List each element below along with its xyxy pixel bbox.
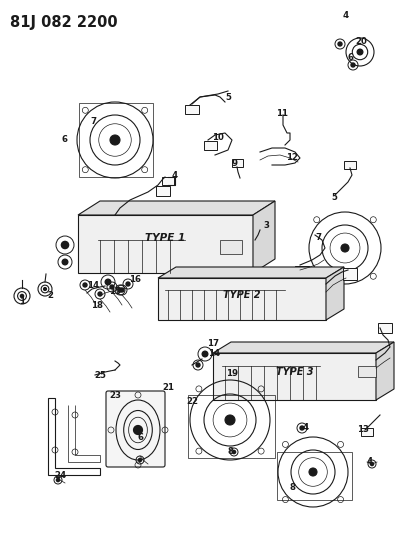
Text: 4: 4 — [367, 456, 373, 465]
Polygon shape — [213, 342, 394, 353]
Text: 20: 20 — [355, 37, 367, 46]
Text: 10: 10 — [212, 133, 224, 142]
Text: 4: 4 — [343, 11, 349, 20]
Text: 21: 21 — [162, 384, 174, 392]
FancyBboxPatch shape — [252, 220, 268, 230]
Circle shape — [56, 479, 60, 482]
Text: TYPE 1: TYPE 1 — [145, 233, 186, 243]
Text: 5: 5 — [331, 192, 337, 201]
Polygon shape — [158, 278, 326, 320]
FancyBboxPatch shape — [343, 268, 357, 280]
Text: 81J 082 2200: 81J 082 2200 — [10, 15, 118, 30]
Circle shape — [370, 463, 373, 466]
Text: 4: 4 — [172, 171, 178, 180]
Text: 5: 5 — [225, 93, 231, 101]
Polygon shape — [213, 353, 376, 400]
FancyBboxPatch shape — [185, 104, 199, 114]
Text: 11: 11 — [276, 109, 288, 118]
Text: 8: 8 — [289, 483, 295, 492]
Text: 2: 2 — [47, 292, 53, 301]
FancyBboxPatch shape — [295, 265, 309, 274]
Circle shape — [357, 49, 363, 55]
Polygon shape — [78, 215, 253, 273]
Polygon shape — [78, 201, 275, 215]
Circle shape — [110, 135, 120, 145]
Text: 9: 9 — [232, 158, 238, 167]
Text: 14: 14 — [208, 349, 220, 358]
Text: 12: 12 — [286, 152, 298, 161]
Text: 19: 19 — [226, 369, 238, 378]
Circle shape — [118, 288, 122, 292]
Circle shape — [202, 351, 208, 357]
Text: 23: 23 — [109, 392, 121, 400]
Text: 15: 15 — [109, 287, 121, 295]
Text: 6: 6 — [348, 53, 354, 62]
Circle shape — [138, 458, 142, 462]
Text: 13: 13 — [357, 425, 369, 434]
FancyBboxPatch shape — [220, 240, 242, 254]
Text: 22: 22 — [186, 397, 198, 406]
FancyBboxPatch shape — [344, 161, 356, 169]
Text: 3: 3 — [263, 221, 269, 230]
Text: 7: 7 — [90, 117, 96, 126]
Circle shape — [351, 63, 355, 67]
Text: 1: 1 — [19, 297, 25, 306]
Circle shape — [120, 288, 124, 292]
Text: 8: 8 — [227, 447, 233, 456]
Polygon shape — [158, 267, 344, 278]
Polygon shape — [326, 267, 344, 320]
Polygon shape — [253, 201, 275, 273]
Text: 4: 4 — [303, 423, 309, 432]
FancyBboxPatch shape — [358, 366, 376, 377]
Circle shape — [110, 285, 114, 289]
Circle shape — [338, 42, 342, 46]
FancyBboxPatch shape — [204, 141, 217, 149]
Circle shape — [21, 294, 24, 297]
Circle shape — [232, 450, 236, 454]
FancyBboxPatch shape — [232, 159, 242, 167]
FancyBboxPatch shape — [361, 428, 373, 436]
Circle shape — [309, 468, 317, 476]
Circle shape — [62, 259, 68, 265]
Circle shape — [133, 425, 143, 434]
Circle shape — [341, 244, 349, 252]
Text: 6: 6 — [137, 433, 143, 442]
Circle shape — [196, 363, 200, 367]
Circle shape — [225, 415, 235, 425]
Circle shape — [105, 279, 111, 285]
Circle shape — [44, 288, 46, 290]
Text: 7: 7 — [315, 232, 321, 241]
Text: 25: 25 — [94, 370, 106, 379]
Circle shape — [83, 283, 87, 287]
Text: 14: 14 — [87, 280, 99, 289]
Text: TYPE 2: TYPE 2 — [223, 290, 261, 300]
Text: TYPE 3: TYPE 3 — [276, 367, 313, 377]
FancyBboxPatch shape — [106, 391, 165, 467]
Text: 18: 18 — [91, 301, 103, 310]
Text: 24: 24 — [54, 471, 66, 480]
Text: 17: 17 — [207, 340, 219, 349]
Circle shape — [126, 282, 130, 286]
Circle shape — [98, 292, 102, 296]
FancyBboxPatch shape — [156, 186, 170, 196]
Text: 16: 16 — [129, 274, 141, 284]
FancyBboxPatch shape — [378, 323, 392, 333]
Polygon shape — [376, 342, 394, 400]
Circle shape — [300, 426, 304, 430]
Text: 6: 6 — [62, 134, 68, 143]
Circle shape — [61, 241, 69, 248]
FancyBboxPatch shape — [162, 177, 174, 185]
